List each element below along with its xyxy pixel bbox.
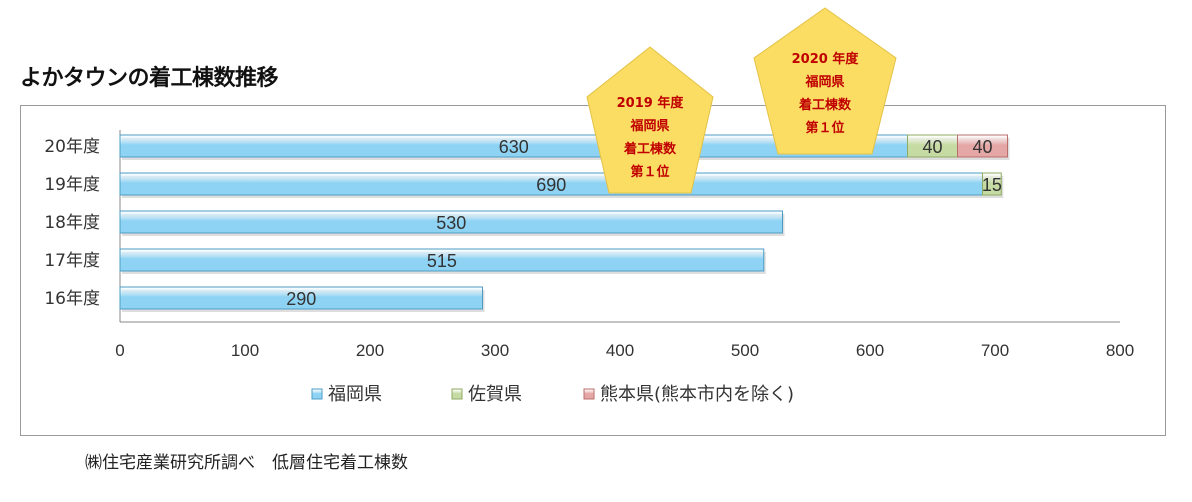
y-tick-label: 19年度 xyxy=(44,175,100,195)
bar-fukuoka xyxy=(119,286,483,310)
legend-swatch xyxy=(451,388,463,400)
badge-2019: 2019 年度 福岡県 着工棟数 第１位 xyxy=(585,45,715,195)
data-label: 40 xyxy=(972,137,992,157)
data-label: 290 xyxy=(286,289,316,309)
badge-2020-line-1: 2020 年度 xyxy=(791,52,859,67)
badge-2020-line-2: 福岡県 xyxy=(805,75,845,90)
badge-2019-line-4: 第１位 xyxy=(630,165,670,180)
x-tick-label: 600 xyxy=(856,341,884,360)
source-note: ㈱住宅産業研究所調べ 低層住宅着工棟数 xyxy=(85,453,408,473)
x-tick-label: 400 xyxy=(606,341,634,360)
x-tick-label: 300 xyxy=(481,341,509,360)
badge-2020-line-4: 第１位 xyxy=(805,121,845,136)
legend-swatch xyxy=(583,388,595,400)
data-label: 690 xyxy=(536,175,566,195)
badge-2020: 2020 年度 福岡県 着工棟数 第１位 xyxy=(752,6,898,156)
badge-2019-line-2: 福岡県 xyxy=(630,119,670,134)
bar-fukuoka xyxy=(119,210,783,234)
y-tick-label: 16年度 xyxy=(44,289,100,309)
badge-2019-line-1: 2019 年度 xyxy=(616,96,684,111)
badge-2019-line-3: 着工棟数 xyxy=(623,142,676,157)
legend-label: 佐賀県 xyxy=(468,384,522,405)
data-label: 530 xyxy=(436,213,466,233)
y-tick-label: 18年度 xyxy=(44,213,100,233)
data-label: 630 xyxy=(499,137,529,157)
badge-2020-shape xyxy=(753,7,897,155)
legend-label: 福岡県 xyxy=(328,384,382,405)
data-label: 515 xyxy=(427,251,457,271)
y-tick-label: 17年度 xyxy=(44,251,100,271)
x-tick-label: 500 xyxy=(731,341,759,360)
legend-label: 熊本県(熊本市内を除く) xyxy=(600,384,794,405)
chart-title: よかタウンの着工棟数推移 xyxy=(20,66,279,91)
x-tick-label: 700 xyxy=(981,341,1009,360)
y-tick-label: 20年度 xyxy=(44,137,100,157)
bar-kumamoto xyxy=(957,134,1008,158)
data-label: 15 xyxy=(982,175,1002,195)
x-tick-label: 800 xyxy=(1106,341,1134,360)
bar-saga xyxy=(982,172,1002,196)
x-tick-label: 200 xyxy=(356,341,384,360)
badge-2020-line-3: 着工棟数 xyxy=(798,98,851,113)
bar-fukuoka xyxy=(119,248,765,272)
legend-swatch xyxy=(311,388,323,400)
badge-2019-shape xyxy=(586,46,714,194)
x-tick-label: 0 xyxy=(115,341,124,360)
x-tick-label: 100 xyxy=(231,341,259,360)
data-label: 40 xyxy=(922,137,942,157)
